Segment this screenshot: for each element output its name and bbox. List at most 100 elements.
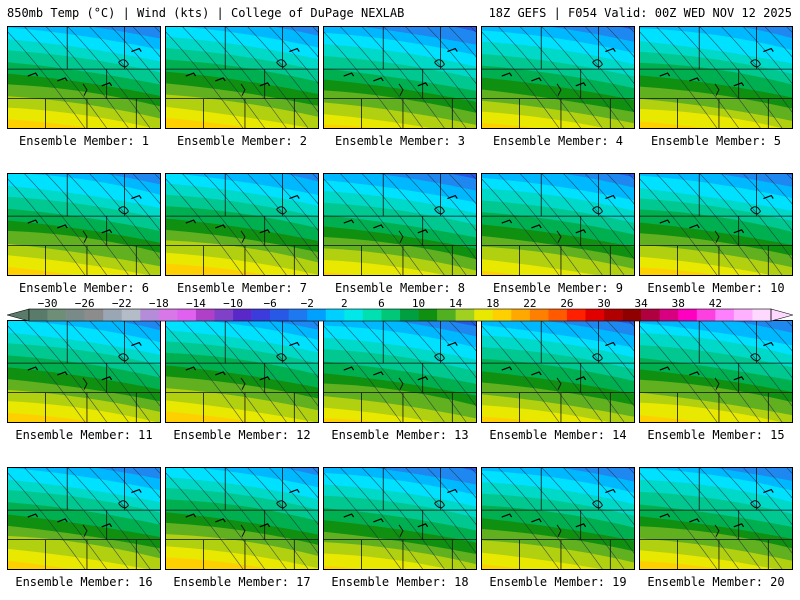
wind-streamline [111, 27, 160, 84]
ensemble-member-map [165, 26, 319, 129]
ensemble-member-label: Ensemble Member: 10 [647, 281, 785, 295]
wind-streamline [405, 321, 476, 407]
temperature-band [482, 123, 536, 128]
temperature-band [324, 553, 449, 569]
lake-outline [240, 353, 287, 390]
map-graphic [8, 321, 160, 422]
ensemble-member-label: Ensemble Member: 5 [650, 134, 782, 148]
wind-streamline [640, 31, 718, 128]
wind-streamline [498, 174, 581, 275]
wind-streamline [89, 174, 160, 260]
wind-streamline [498, 321, 581, 422]
colorbar-swatch [177, 309, 197, 321]
wind-barb [27, 72, 39, 77]
wind-barb [373, 77, 384, 82]
temperature-band [482, 270, 520, 275]
colorbar-swatch [344, 309, 364, 321]
colorbar-swatch [585, 309, 605, 321]
wind-streamline [743, 468, 792, 525]
colorbar-swatch [492, 309, 512, 321]
wind-barb [185, 513, 197, 518]
wind-streamline [786, 27, 792, 33]
wind-streamline [427, 174, 476, 231]
ensemble-member-label: Ensemble Member: 15 [647, 428, 785, 442]
lake-outline [714, 353, 761, 390]
temperature-band [166, 557, 270, 569]
wind-streamline [269, 174, 318, 231]
wind-streamline [111, 321, 160, 378]
ensemble-member-map [7, 467, 161, 570]
lake-outline [82, 353, 129, 390]
wind-barb [289, 488, 300, 494]
colorbar-tick-label: −6 [263, 297, 277, 310]
colorbar-swatch [307, 309, 327, 321]
wind-barb [343, 366, 355, 371]
ensemble-member-map [7, 26, 161, 129]
ensemble-member-label: Ensemble Member: 9 [492, 281, 624, 295]
wind-streamline [640, 472, 718, 569]
wind-streamline [324, 472, 402, 569]
map-title: 850mb Temp (°C) | Wind (kts) | College o… [7, 6, 405, 20]
colorbar-tick-label: −26 [74, 297, 95, 310]
wind-streamline [290, 27, 318, 58]
temperature-band [8, 560, 72, 569]
wind-barb [57, 77, 68, 82]
lake-outline [82, 59, 129, 96]
wind-streamline [166, 178, 244, 275]
wind-barb [289, 47, 300, 53]
wind-barb [373, 518, 384, 523]
wind-streamline [312, 321, 318, 327]
wind-streamline [45, 27, 129, 128]
wind-barb [101, 523, 113, 528]
colorbar-swatch [47, 309, 67, 321]
wind-streamline [154, 27, 160, 33]
wind-streamline [324, 31, 402, 128]
wind-streamline [154, 468, 160, 474]
wind-streamline [24, 174, 107, 275]
wind-streamline [132, 27, 160, 58]
wind-barb [689, 518, 700, 523]
map-graphic [166, 27, 318, 128]
wind-streamline [247, 468, 318, 554]
colorbar-tick-label: 26 [560, 297, 574, 310]
temperature-band [324, 565, 361, 569]
wind-streamline [498, 27, 581, 128]
map-graphic [324, 468, 476, 569]
wind-streamline [182, 174, 265, 275]
temperature-band [482, 111, 606, 128]
ensemble-member-label: Ensemble Member: 20 [647, 575, 785, 589]
wind-streamline [628, 468, 634, 474]
wind-streamline [111, 468, 160, 525]
wind-streamline [8, 178, 86, 275]
colorbar-tick-label: 6 [378, 297, 385, 310]
wind-streamline [312, 27, 318, 33]
wind-streamline [427, 321, 476, 378]
temperature-band [324, 272, 356, 275]
colorbar-swatch [418, 309, 438, 321]
wind-streamline [470, 27, 476, 33]
colorbar-swatch [678, 309, 698, 321]
colorbar-swatch [233, 309, 252, 321]
wind-barb [447, 341, 458, 347]
wind-barb [131, 47, 142, 53]
wind-streamline [340, 468, 423, 569]
wind-streamline [89, 321, 160, 407]
map-graphic [482, 468, 634, 569]
wind-barb [259, 523, 271, 528]
wind-streamline [24, 321, 107, 422]
map-graphic [640, 468, 792, 569]
wind-streamline [585, 27, 634, 84]
wind-streamline [786, 174, 792, 180]
ensemble-member-map [323, 173, 477, 276]
wind-barb [289, 194, 300, 200]
wind-streamline [764, 468, 792, 499]
wind-streamline [24, 27, 107, 128]
ensemble-member-label: Ensemble Member: 12 [173, 428, 311, 442]
wind-streamline [132, 468, 160, 499]
temperature-band [324, 114, 431, 128]
ensemble-member-map [639, 467, 793, 570]
wind-streamline [448, 174, 476, 205]
wind-barb [259, 376, 271, 381]
colorbar-tick-label: 22 [523, 297, 537, 310]
wind-streamline [563, 27, 634, 113]
